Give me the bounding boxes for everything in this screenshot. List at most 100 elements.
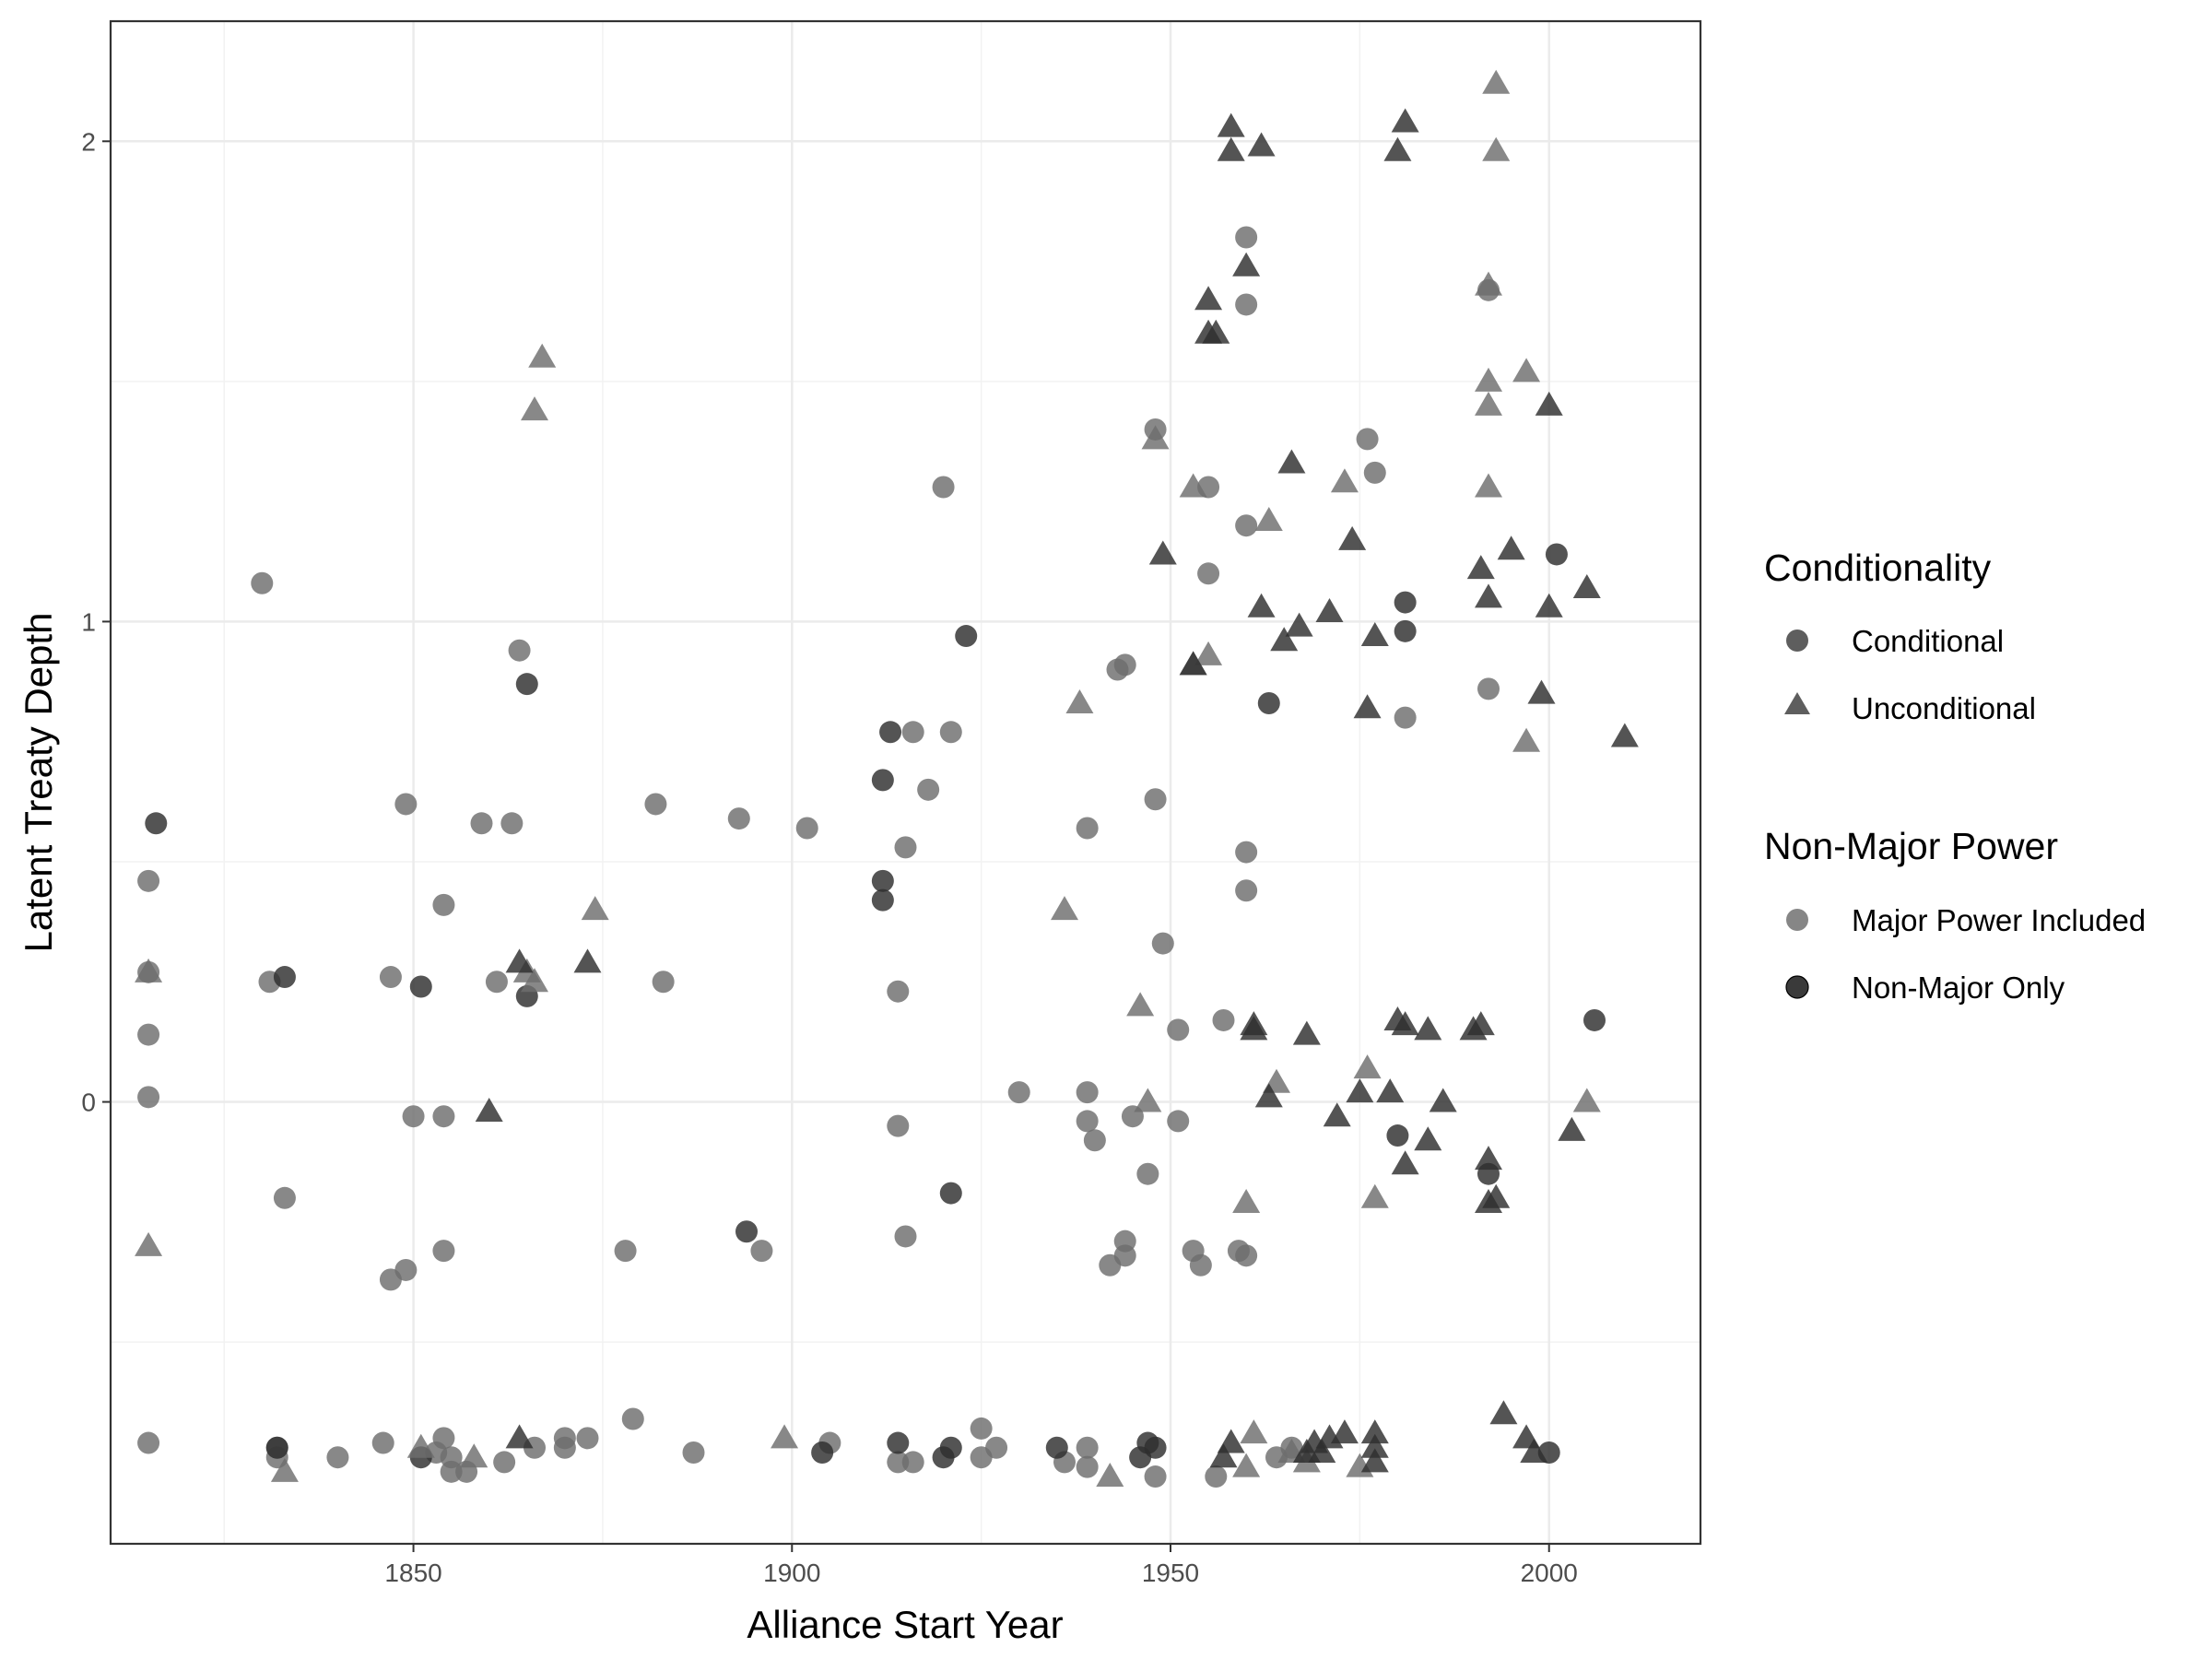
- data-point-circle: [1083, 1129, 1106, 1152]
- data-point-circle: [652, 971, 675, 994]
- data-point-circle: [939, 1436, 962, 1459]
- data-point-triangle: [1051, 896, 1078, 921]
- data-point-circle: [871, 769, 894, 792]
- data-point-circle: [735, 1220, 758, 1243]
- data-point-triangle: [1497, 535, 1525, 560]
- data-point-triangle: [1558, 1116, 1586, 1141]
- data-point-triangle: [1466, 555, 1495, 580]
- data-point-circle: [371, 1431, 394, 1454]
- data-point-circle: [1076, 1436, 1099, 1459]
- data-point-triangle: [1360, 1183, 1389, 1208]
- data-point-triangle: [1217, 112, 1245, 137]
- data-point-circle: [1045, 1436, 1068, 1459]
- data-point-triangle: [573, 948, 602, 973]
- data-point-triangle: [1482, 69, 1511, 94]
- data-point-circle: [887, 1431, 910, 1454]
- data-point-triangle: [1429, 1088, 1457, 1112]
- data-point-circle: [326, 1446, 349, 1469]
- data-point-circle: [1545, 543, 1568, 566]
- x-tick-label: 2000: [1521, 1559, 1578, 1587]
- data-point-circle: [1394, 619, 1417, 642]
- legend-key-major-power-icon: [1786, 909, 1808, 931]
- data-point-circle: [137, 1086, 160, 1109]
- data-point-circle: [394, 793, 418, 816]
- data-point-triangle: [1475, 391, 1502, 416]
- y-tick-label: 0: [81, 1088, 96, 1117]
- data-point-circle: [894, 836, 917, 859]
- data-point-circle: [614, 1240, 637, 1263]
- data-point-triangle: [1572, 1088, 1601, 1112]
- data-point-triangle: [1179, 473, 1207, 498]
- data-point-circle: [1197, 562, 1220, 585]
- data-point-triangle: [270, 1457, 299, 1482]
- data-point-triangle: [1610, 723, 1639, 747]
- data-point-triangle: [521, 396, 548, 421]
- data-point-triangle: [1247, 593, 1276, 618]
- data-point-triangle: [1527, 679, 1556, 704]
- legend-label-conditional: Conditional: [1852, 624, 2004, 658]
- data-point-circle: [1007, 1081, 1030, 1104]
- data-point-triangle: [1217, 136, 1245, 161]
- data-point-circle: [1212, 1008, 1235, 1031]
- data-point-triangle: [1285, 612, 1313, 637]
- data-point-circle: [137, 1431, 160, 1454]
- data-point-circle: [500, 812, 524, 835]
- data-point-triangle: [1270, 627, 1299, 652]
- data-point-triangle: [1254, 1083, 1283, 1108]
- data-point-circle: [1235, 293, 1258, 316]
- data-point-triangle: [1232, 1453, 1261, 1477]
- data-point-triangle: [1512, 727, 1541, 752]
- x-axis-ticks: 1850 1900 1950 2000: [384, 1544, 1578, 1587]
- data-point-triangle: [1475, 1146, 1502, 1171]
- data-point-circle: [432, 1427, 455, 1450]
- data-point-triangle: [1489, 1400, 1518, 1425]
- data-point-circle: [1235, 879, 1258, 902]
- data-point-triangle: [1338, 525, 1367, 550]
- data-point-circle: [137, 869, 160, 892]
- data-point-triangle: [521, 968, 548, 993]
- data-point-circle: [470, 812, 493, 835]
- data-point-circle: [1136, 1162, 1159, 1185]
- data-point-triangle: [1383, 136, 1412, 161]
- data-point-circle: [621, 1407, 644, 1430]
- data-point-circle: [515, 673, 538, 696]
- data-point-triangle: [1572, 573, 1601, 598]
- data-point-triangle: [1391, 108, 1419, 133]
- data-point-triangle: [1346, 1078, 1374, 1103]
- data-point-circle: [137, 1023, 160, 1046]
- data-point-circle: [432, 1240, 455, 1263]
- minor-gridlines: [111, 21, 1700, 1544]
- data-point-triangle: [1466, 1011, 1495, 1036]
- data-point-circle: [1363, 461, 1386, 484]
- data-point-triangle: [505, 1424, 534, 1449]
- data-point-triangle: [1194, 286, 1223, 311]
- data-point-circle: [402, 1105, 425, 1128]
- data-point-triangle: [1330, 1419, 1359, 1444]
- data-point-circle: [879, 721, 902, 744]
- legend-title-conditionality: Conditionality: [1764, 547, 1992, 589]
- plot-border: [109, 19, 1702, 1546]
- data-point-triangle: [771, 1424, 799, 1449]
- data-point-circle: [1144, 1436, 1167, 1459]
- data-point-circle: [901, 1451, 924, 1474]
- data-point-triangle: [460, 1443, 488, 1468]
- data-point-circle: [265, 1436, 288, 1459]
- data-point-triangle: [406, 1433, 435, 1458]
- data-point-circle: [576, 1427, 599, 1450]
- data-point-triangle: [135, 1231, 163, 1256]
- data-point-triangle: [505, 948, 534, 973]
- data-point-circle: [985, 1436, 1008, 1459]
- data-point-circle: [1235, 841, 1258, 864]
- data-point-triangle: [1202, 319, 1230, 344]
- data-point-circle: [795, 817, 818, 840]
- legend-key-circle-icon: [1786, 629, 1808, 652]
- data-point-triangle: [1315, 597, 1344, 622]
- data-point-triangle: [1126, 992, 1155, 1017]
- data-point-triangle: [1065, 689, 1094, 714]
- data-point-circle: [432, 893, 455, 916]
- data-point-triangle: [1414, 1016, 1442, 1041]
- data-point-circle: [1394, 591, 1417, 614]
- data-point-triangle: [1323, 1102, 1351, 1127]
- data-point-triangle: [1141, 425, 1170, 450]
